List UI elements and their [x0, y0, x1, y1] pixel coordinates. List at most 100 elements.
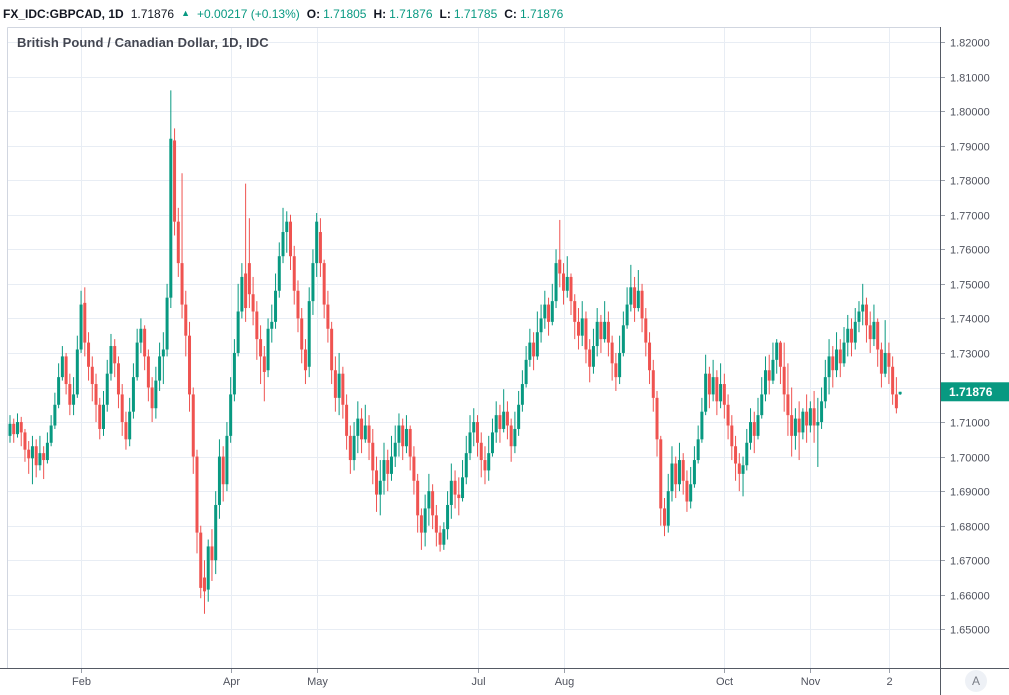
x-axis-label: Aug: [555, 676, 575, 688]
candle-body: [827, 356, 831, 378]
candle-body: [300, 318, 304, 350]
candle-body: [382, 460, 386, 481]
x-axis-label: Nov: [801, 676, 821, 688]
candle-body: [292, 256, 296, 291]
candle-body: [749, 422, 753, 443]
pane-border: [7, 27, 940, 668]
candle-body: [883, 352, 887, 374]
y-axis-label: 1.65000: [950, 625, 990, 637]
candle-body: [853, 321, 857, 343]
candle-body: [442, 529, 446, 545]
candle-body: [685, 480, 689, 502]
candle-body: [782, 366, 786, 395]
candle-body: [356, 418, 360, 436]
candle-body: [68, 384, 72, 405]
candle-body: [296, 290, 300, 319]
candle-body: [124, 422, 128, 440]
candle-body: [375, 470, 379, 495]
candle-body: [677, 460, 681, 485]
candle-body: [823, 377, 827, 402]
candle-body: [573, 301, 577, 322]
candle-body: [244, 273, 248, 309]
candle-body: [277, 256, 281, 291]
candle-body: [565, 276, 569, 291]
candle-body: [30, 446, 34, 459]
candle-body: [752, 422, 756, 436]
candle-body: [53, 404, 57, 426]
candle-body: [547, 304, 551, 322]
candle-body: [689, 484, 693, 502]
y-axis-label: 1.74000: [950, 314, 990, 326]
candle-body: [861, 304, 865, 312]
candle-body: [363, 425, 367, 440]
candle-body: [543, 304, 547, 319]
candle-body: [131, 377, 135, 412]
candle-body: [483, 460, 487, 471]
candle-body: [756, 415, 760, 436]
candle-body: [214, 504, 218, 561]
candle-body: [846, 328, 850, 343]
candle-body: [116, 363, 120, 395]
candle-body: [857, 311, 861, 322]
candle-body: [591, 346, 595, 367]
candle-body: [57, 377, 61, 405]
auto-scale-button[interactable]: A: [965, 670, 987, 692]
candle-body: [23, 432, 27, 450]
candle-body: [793, 418, 797, 436]
candle-body: [468, 432, 472, 454]
y-axis-label: 1.67000: [950, 556, 990, 568]
candle-body: [704, 373, 708, 412]
candle-body: [898, 391, 902, 395]
candle-body: [797, 418, 801, 433]
candle-body: [378, 480, 382, 495]
candle-body: [225, 435, 229, 485]
candle-body: [120, 394, 124, 423]
chart-title[interactable]: British Pound / Canadian Dollar, 1D, IDC: [17, 35, 269, 50]
candle-body: [539, 318, 543, 333]
candle-body: [490, 432, 494, 454]
candle-body: [610, 342, 614, 364]
y-axis-label: 1.76000: [950, 245, 990, 257]
time-scale[interactable]: Feb Apr May Jul Aug Oct Nov 2: [72, 669, 893, 688]
y-axis-label: 1.70000: [950, 453, 990, 465]
candle-body: [360, 418, 364, 440]
candle-body: [87, 342, 91, 367]
candle-body: [786, 394, 790, 416]
candle-body: [345, 404, 349, 436]
candle-body: [307, 301, 311, 367]
candle-body: [393, 442, 397, 457]
candle-body: [636, 290, 640, 309]
candle-body: [434, 515, 438, 533]
symbol-name[interactable]: FX_IDC:GBPCAD, 1D: [3, 6, 124, 21]
candle-body: [502, 411, 506, 429]
candle-body: [666, 491, 670, 526]
candle-body: [595, 321, 599, 347]
x-axis-label: Oct: [716, 676, 733, 688]
candle-body: [98, 404, 102, 429]
candle-body: [113, 346, 117, 364]
candle-body: [389, 456, 393, 474]
candle-body: [569, 276, 573, 302]
candle-body: [711, 377, 715, 395]
candle-body: [206, 546, 210, 590]
price-scale[interactable]: 1.82000 1.81000 1.80000 1.79000 1.78000 1.770…: [941, 38, 990, 637]
candle-body: [401, 425, 405, 447]
candle-body: [640, 290, 644, 319]
candle-body: [274, 290, 278, 322]
candle-body: [449, 480, 453, 505]
candle-body: [868, 325, 872, 340]
candle-body: [879, 349, 883, 374]
candle-body: [700, 411, 704, 440]
candle-body: [763, 370, 767, 395]
candle-body: [887, 352, 891, 367]
candle-body: [838, 349, 842, 364]
candle-body: [805, 411, 809, 426]
candle-body: [461, 477, 465, 499]
candle-body: [72, 394, 76, 405]
candle-body: [505, 411, 509, 426]
candle-body: [663, 508, 666, 526]
chart-pane[interactable]: [8, 28, 940, 668]
candle-body: [83, 302, 87, 343]
